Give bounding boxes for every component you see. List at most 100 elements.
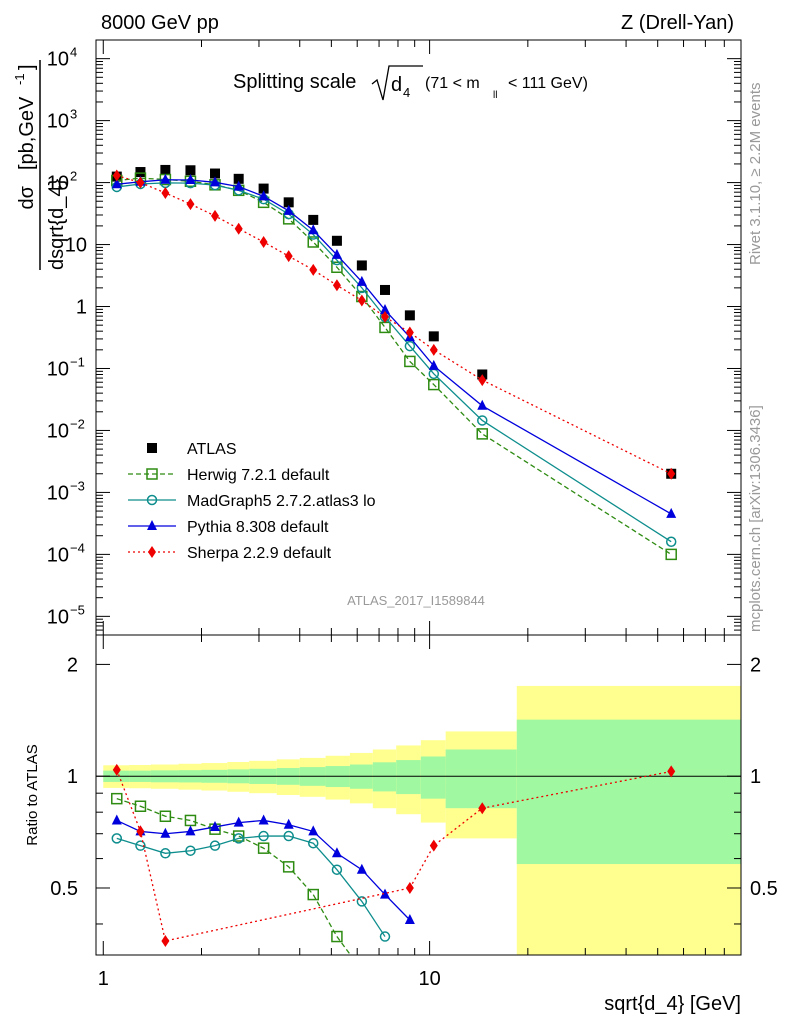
ratio-band-inner bbox=[396, 760, 421, 795]
pythia-ratio-point bbox=[160, 827, 171, 838]
analysis-watermark: ATLAS_2017_I1589844 bbox=[347, 593, 485, 608]
main-y-tick-label: 1 bbox=[76, 297, 87, 319]
main-y-tick-label: 10 −1 bbox=[47, 354, 85, 380]
sherpa-point bbox=[309, 263, 318, 276]
herwig-ratio-point bbox=[134, 800, 147, 812]
tick-base: 10 bbox=[47, 544, 69, 566]
ratio-band-inner bbox=[420, 756, 446, 799]
main-y-tick-label: 10 −5 bbox=[47, 602, 85, 628]
title-cut-sub: ll bbox=[493, 90, 497, 101]
tick-base: 10 bbox=[47, 606, 69, 628]
ratio-series-sherpa bbox=[112, 763, 676, 947]
pythia-line bbox=[116, 179, 672, 515]
title-sqrt-var: d bbox=[391, 74, 402, 96]
series-atlas bbox=[111, 164, 677, 479]
legend-entry-atlas: ATLAS bbox=[147, 441, 237, 458]
legend-label: MadGraph5 2.7.2.atlas3 lo bbox=[187, 493, 376, 510]
x-tick-label: 10 bbox=[418, 968, 440, 990]
mcplots-reference-text: mcplots.cern.ch [arXiv:1306.3436] bbox=[747, 405, 764, 632]
sherpa-point bbox=[380, 310, 389, 323]
ratio-band-inner bbox=[372, 762, 397, 792]
sherpa-point bbox=[211, 209, 220, 222]
herwig-ratio-point bbox=[357, 965, 367, 975]
pythia-point bbox=[258, 190, 269, 201]
rivet-version-text: Rivet 3.1.10, ≥ 2.2M events bbox=[747, 83, 764, 266]
madgraph-ratio-line bbox=[116, 835, 386, 937]
sherpa-ratio-line bbox=[409, 770, 672, 889]
atlas-point bbox=[160, 164, 171, 175]
x-tick-labels: 1 10 bbox=[98, 968, 441, 990]
madgraph-ratio-point bbox=[233, 833, 244, 844]
pythia-point bbox=[666, 507, 677, 518]
x-tick-label: 1 bbox=[98, 968, 109, 990]
madgraph-ratio-point bbox=[258, 830, 269, 842]
tick-base: 10 bbox=[65, 235, 87, 257]
pythia-ratio-point bbox=[283, 818, 294, 829]
tick-base: 1 bbox=[76, 297, 87, 319]
tick-exponent: 3 bbox=[70, 107, 77, 122]
atlas-point bbox=[210, 168, 221, 179]
madgraph-ratio-point bbox=[283, 830, 294, 842]
herwig-point bbox=[404, 355, 416, 368]
atlas-point bbox=[331, 235, 342, 246]
ratio-y-tick-label-right: 2 bbox=[750, 654, 761, 676]
pythia-point bbox=[379, 303, 390, 314]
pythia-point bbox=[331, 248, 342, 259]
legend: ATLAS Herwig 7.2.1 default MadGraph5 2.7.2… bbox=[128, 441, 376, 562]
pythia-point bbox=[308, 224, 319, 235]
ratio-y-axis-label: Ratio to ATLAS bbox=[24, 744, 41, 845]
title-cut: (71 < m bbox=[425, 75, 480, 92]
pythia-ratio-line bbox=[116, 819, 411, 921]
ratio-y-tick-labels: 0.5 0.5 1 1 2 2 bbox=[50, 654, 778, 900]
ratio-y-tick-label-left: 2 bbox=[67, 654, 78, 676]
ylabel-units-end: ] bbox=[16, 64, 38, 70]
herwig-ratio-point bbox=[307, 888, 319, 901]
tick-base: 10 bbox=[47, 358, 69, 380]
main-y-tick-label: 10 −4 bbox=[47, 540, 85, 566]
header-right: Z (Drell-Yan) bbox=[621, 12, 734, 34]
tick-exponent: 4 bbox=[70, 45, 77, 60]
atlas-point bbox=[379, 284, 390, 295]
main-y-tick-label: 10 4 bbox=[47, 45, 77, 71]
madgraph-ratio-point bbox=[307, 837, 319, 849]
sqrt-symbol bbox=[371, 65, 423, 101]
madgraph-point bbox=[404, 340, 416, 352]
herwig-ratio-point bbox=[232, 830, 245, 842]
main-y-tick-label: 10 bbox=[65, 235, 87, 257]
pythia-point bbox=[356, 275, 367, 286]
madgraph-ratio-point bbox=[160, 848, 171, 859]
pythia-ratio-point bbox=[111, 814, 122, 825]
madgraph-ratio-point bbox=[331, 864, 343, 875]
legend-marker bbox=[146, 494, 158, 506]
atlas-point bbox=[356, 260, 367, 271]
tick-exponent: −2 bbox=[70, 416, 85, 431]
herwig-ratio-point bbox=[257, 842, 270, 854]
series-sherpa bbox=[112, 169, 676, 480]
title-main: Splitting scale bbox=[233, 71, 356, 93]
legend-marker bbox=[147, 520, 157, 530]
sherpa-ratio-point bbox=[429, 839, 438, 852]
pythia-point bbox=[160, 173, 171, 184]
madgraph-ratio-point bbox=[185, 845, 196, 856]
herwig-line bbox=[116, 177, 672, 555]
main-y-tick-label: 10 2 bbox=[47, 169, 77, 195]
herwig-ratio-point bbox=[282, 861, 295, 873]
atlas-point bbox=[258, 183, 269, 194]
sherpa-line bbox=[116, 174, 672, 475]
herwig-ratio-point bbox=[159, 810, 172, 823]
herwig-point bbox=[379, 321, 391, 334]
herwig-ratio-point bbox=[331, 930, 343, 943]
pythia-point bbox=[283, 204, 294, 215]
legend-label: Pythia 8.308 default bbox=[187, 519, 329, 536]
atlas-point bbox=[233, 173, 244, 184]
sherpa-ratio-point bbox=[405, 881, 414, 894]
atlas-point bbox=[308, 214, 319, 225]
ratio-series-group bbox=[111, 763, 676, 975]
legend-marker bbox=[146, 468, 158, 480]
ylabel-denominator: dsqrt{d_4} bbox=[46, 178, 68, 270]
x-axis-label: sqrt{d_4} [GeV] bbox=[604, 993, 741, 1015]
sherpa-ratio-point bbox=[136, 825, 145, 838]
atlas-point bbox=[135, 167, 146, 178]
legend-label: Sherpa 2.2.9 default bbox=[187, 545, 332, 562]
